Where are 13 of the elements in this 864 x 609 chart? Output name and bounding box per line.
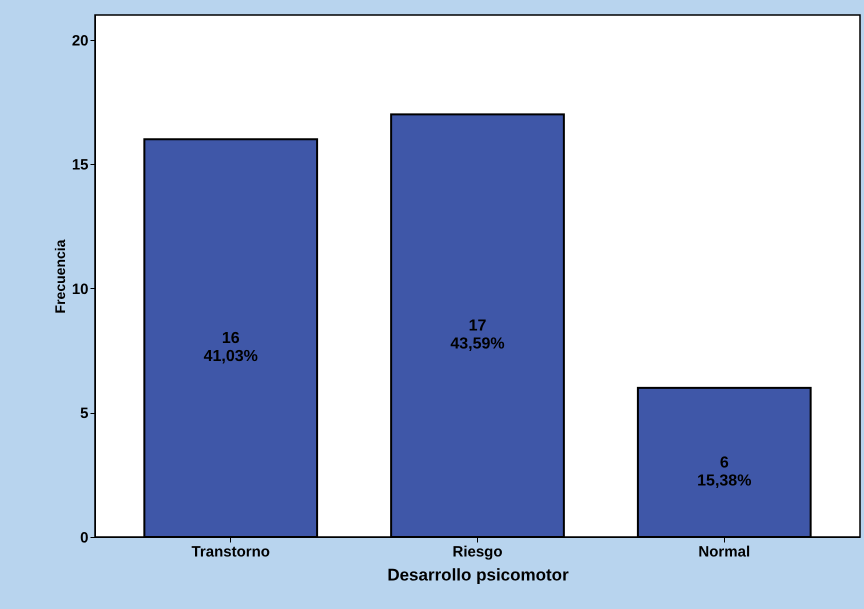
x-tick-label: Transtorno xyxy=(192,544,270,560)
y-tick-label: 5 xyxy=(80,405,88,422)
y-tick-label: 0 xyxy=(80,530,88,546)
x-tick-label: Normal xyxy=(698,544,750,560)
y-tick-label: 15 xyxy=(72,156,88,174)
x-tick-label: Riesgo xyxy=(452,544,503,560)
y-axis-title: Frecuencia xyxy=(52,239,68,314)
y-tick-label: 10 xyxy=(72,280,88,298)
data-label: 6 15,38% xyxy=(697,454,752,490)
x-axis-title: Desarrollo psicomotor xyxy=(387,566,570,584)
data-label: 16 41,03% xyxy=(204,330,258,366)
data-label: 17 43,59% xyxy=(450,318,505,353)
y-tick-label: 20 xyxy=(72,32,88,50)
